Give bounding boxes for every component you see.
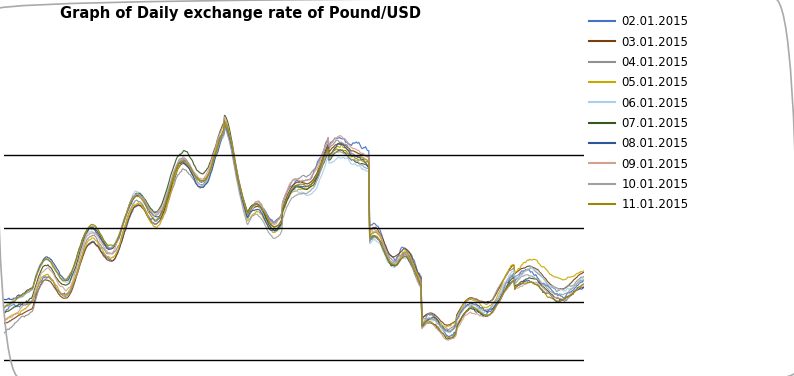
Text: Graph of Daily exchange rate of Pound/USD: Graph of Daily exchange rate of Pound/US… [60,6,422,21]
Legend: 02.01.2015, 03.01.2015, 04.01.2015, 05.01.2015, 06.01.2015, 07.01.2015, 08.01.20: 02.01.2015, 03.01.2015, 04.01.2015, 05.0… [589,15,688,211]
